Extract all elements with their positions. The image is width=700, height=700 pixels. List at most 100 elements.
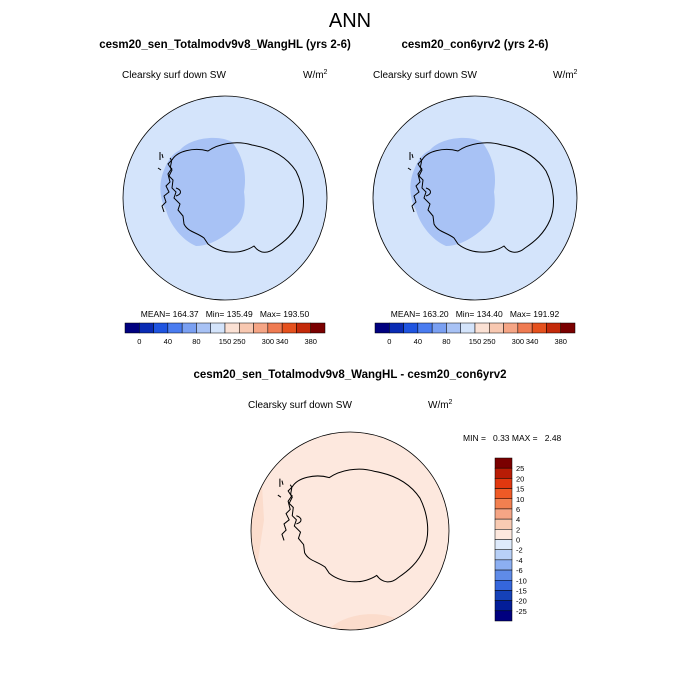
colorbar-label: 80: [192, 337, 200, 346]
panel-diff: cesm20_sen_Totalmodv9v8_WangHL - cesm20_…: [194, 369, 562, 631]
colorbar-swatch-6: [460, 322, 476, 334]
main-title: ANN: [329, 10, 371, 32]
colorbar-swatch-4: [494, 498, 513, 510]
panel-2-variable: Clearsky surf down SW: [373, 70, 477, 81]
colorbar-label: 4: [516, 515, 520, 524]
colorbar-label: 300: [512, 337, 525, 346]
colorbar-swatch-13: [494, 590, 513, 601]
colorbar-swatch-10: [517, 322, 533, 334]
colorbar-swatch-6: [494, 518, 513, 530]
colorbar-label: 150: [219, 337, 232, 346]
panel-1-variable: Clearsky surf down SW: [122, 70, 226, 81]
colorbar-swatch-12: [296, 322, 311, 334]
panel-diff-units-base: W/m: [428, 400, 449, 411]
colorbar-swatch-7: [474, 322, 490, 334]
panel-2-map-border: [372, 95, 578, 301]
colorbar-swatch-8: [494, 539, 513, 550]
colorbar-label: -15: [516, 586, 527, 595]
panel-2-colorbar: 0 40 80 150 250 300 340 380: [374, 322, 576, 346]
panel-2-map: [373, 96, 577, 300]
panel-1-map: [123, 96, 327, 300]
colorbar-swatch-12: [494, 580, 513, 591]
panel-2-units: W/m2: [553, 69, 578, 81]
panel-2-title: cesm20_con6yrv2 (yrs 2-6): [401, 39, 548, 51]
colorbar-swatch-9: [503, 322, 519, 334]
colorbar-label: 10: [516, 495, 524, 504]
panel-2-units-exp: 2: [574, 69, 578, 76]
colorbar-label: 20: [516, 474, 524, 483]
panel-1: cesm20_sen_Totalmodv9v8_WangHL (yrs 2-6)…: [99, 39, 351, 346]
colorbar-swatch-2: [153, 322, 169, 334]
panel-1-colorbar: 0 40 80 150 250 300 340 380: [124, 322, 326, 346]
colorbar-label: 250: [233, 337, 246, 346]
colorbar-swatch-3: [167, 322, 183, 334]
colorbar-swatch-1: [389, 322, 404, 334]
colorbar-swatch-0: [374, 322, 390, 334]
colorbar-swatch-2: [494, 478, 513, 489]
colorbar-label: 340: [526, 337, 539, 346]
colorbar-swatch-8: [489, 322, 504, 334]
colorbar-swatch-11: [494, 569, 513, 581]
colorbar-swatch-3: [417, 322, 433, 334]
panel-2-units-base: W/m: [553, 70, 574, 81]
colorbar-label: 250: [483, 337, 496, 346]
colorbar-swatch-0: [494, 457, 513, 469]
colorbar-swatch-1: [494, 467, 513, 479]
colorbar-swatch-9: [253, 322, 269, 334]
colorbar-swatch-13: [560, 322, 576, 334]
colorbar-label: 80: [442, 337, 450, 346]
colorbar-swatch-7: [494, 529, 513, 540]
colorbar-label: -2: [516, 546, 523, 555]
colorbar-swatch-13: [310, 322, 326, 334]
colorbar-swatch-11: [531, 322, 547, 334]
colorbar-label: -20: [516, 597, 527, 606]
colorbar-swatch-2: [403, 322, 419, 334]
colorbar-swatch-1: [139, 322, 154, 334]
colorbar-swatch-4: [181, 322, 197, 334]
panel-1-stats: MEAN= 164.37 Min= 135.49 Max= 193.50: [141, 309, 310, 319]
panel-2-stats: MEAN= 163.20 Min= 134.40 Max= 191.92: [391, 309, 560, 319]
colorbar-swatch-12: [546, 322, 561, 334]
panel-diff-map-border: [250, 431, 450, 631]
panel-1-map-border: [122, 95, 328, 301]
panel-diff-units: W/m2: [428, 399, 453, 411]
colorbar-swatch-11: [281, 322, 297, 334]
colorbar-label: -10: [516, 576, 527, 585]
panel-1-units: W/m2: [303, 69, 328, 81]
colorbar-label: 6: [516, 505, 520, 514]
panel-1-units-base: W/m: [303, 70, 324, 81]
colorbar-label: -4: [516, 556, 523, 565]
colorbar-swatch-5: [196, 322, 211, 334]
colorbar-label: 300: [262, 337, 275, 346]
colorbar-label: 0: [137, 337, 141, 346]
colorbar-swatch-6: [210, 322, 226, 334]
colorbar-label: 40: [164, 337, 172, 346]
colorbar-label: 380: [554, 337, 567, 346]
panel-2-interior-contour: [410, 137, 496, 246]
colorbar-label: 150: [469, 337, 482, 346]
colorbar-label: 25: [516, 464, 524, 473]
panel-1-units-exp: 2: [324, 69, 328, 76]
colorbar-swatch-0: [124, 322, 140, 334]
colorbar-swatch-9: [494, 549, 513, 561]
colorbar-swatch-14: [494, 600, 513, 612]
colorbar-label: 15: [516, 485, 524, 494]
panel-diff-map: [251, 432, 449, 630]
colorbar-label: 0: [516, 536, 520, 545]
panel-diff-title: cesm20_sen_Totalmodv9v8_WangHL - cesm20_…: [194, 369, 507, 381]
panel-1-interior-contour: [160, 137, 246, 246]
panel-2: cesm20_con6yrv2 (yrs 2-6) Clearsky surf …: [372, 39, 578, 346]
panel-diff-field: [251, 432, 449, 630]
colorbar-swatch-5: [494, 508, 513, 520]
panel-diff-variable: Clearsky surf down SW: [248, 400, 352, 411]
panel-diff-stats: MIN = 0.33 MAX = 2.48: [463, 433, 562, 443]
colorbar-swatch-10: [267, 322, 283, 334]
colorbar-swatch-4: [431, 322, 447, 334]
colorbar-label: 0: [387, 337, 391, 346]
colorbar-label: -6: [516, 566, 523, 575]
colorbar-swatch-10: [494, 559, 513, 571]
panel-diff-units-exp: 2: [449, 399, 453, 406]
colorbar-label: 2: [516, 525, 520, 534]
